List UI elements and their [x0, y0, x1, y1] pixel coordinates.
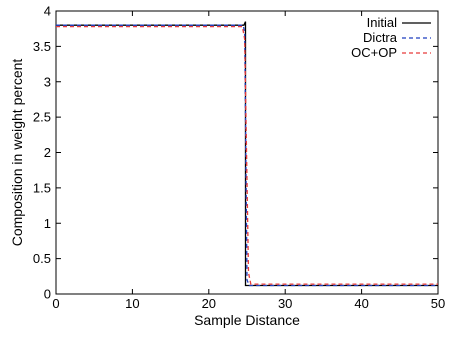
- legend-label: Dictra: [363, 30, 398, 45]
- y-tick-label: 4: [44, 4, 51, 19]
- series-layer: [56, 21, 438, 287]
- x-tick-label: 20: [202, 296, 216, 311]
- y-axis-label: Composition in weight percent: [9, 59, 25, 247]
- x-tick-label: 10: [125, 296, 139, 311]
- legend-label: Initial: [367, 15, 397, 30]
- y-tick-label: 0.5: [33, 251, 51, 266]
- series-line-dictra: [56, 24, 438, 287]
- x-tick-label: 40: [354, 296, 368, 311]
- y-tick-label: 1: [44, 216, 51, 231]
- ticks-layer: 0 10 20 30 40 50 0 0.5 1 1.5 2 2.5 3 3.5 4: [33, 4, 445, 312]
- x-tick-label: 30: [278, 296, 292, 311]
- y-tick-label: 0: [44, 287, 51, 302]
- y-tick-label: 2: [44, 145, 51, 160]
- x-axis-label: Sample Distance: [194, 312, 300, 328]
- y-tick-label: 2.5: [33, 110, 51, 125]
- x-tick-label: 0: [52, 296, 59, 311]
- series-line-oc-op: [56, 25, 438, 285]
- legend-label: OC+OP: [351, 45, 397, 60]
- y-tick-label: 3.5: [33, 39, 51, 54]
- x-tick-label: 50: [431, 296, 445, 311]
- y-tick-label: 3: [44, 74, 51, 89]
- y-tick-label: 1.5: [33, 180, 51, 195]
